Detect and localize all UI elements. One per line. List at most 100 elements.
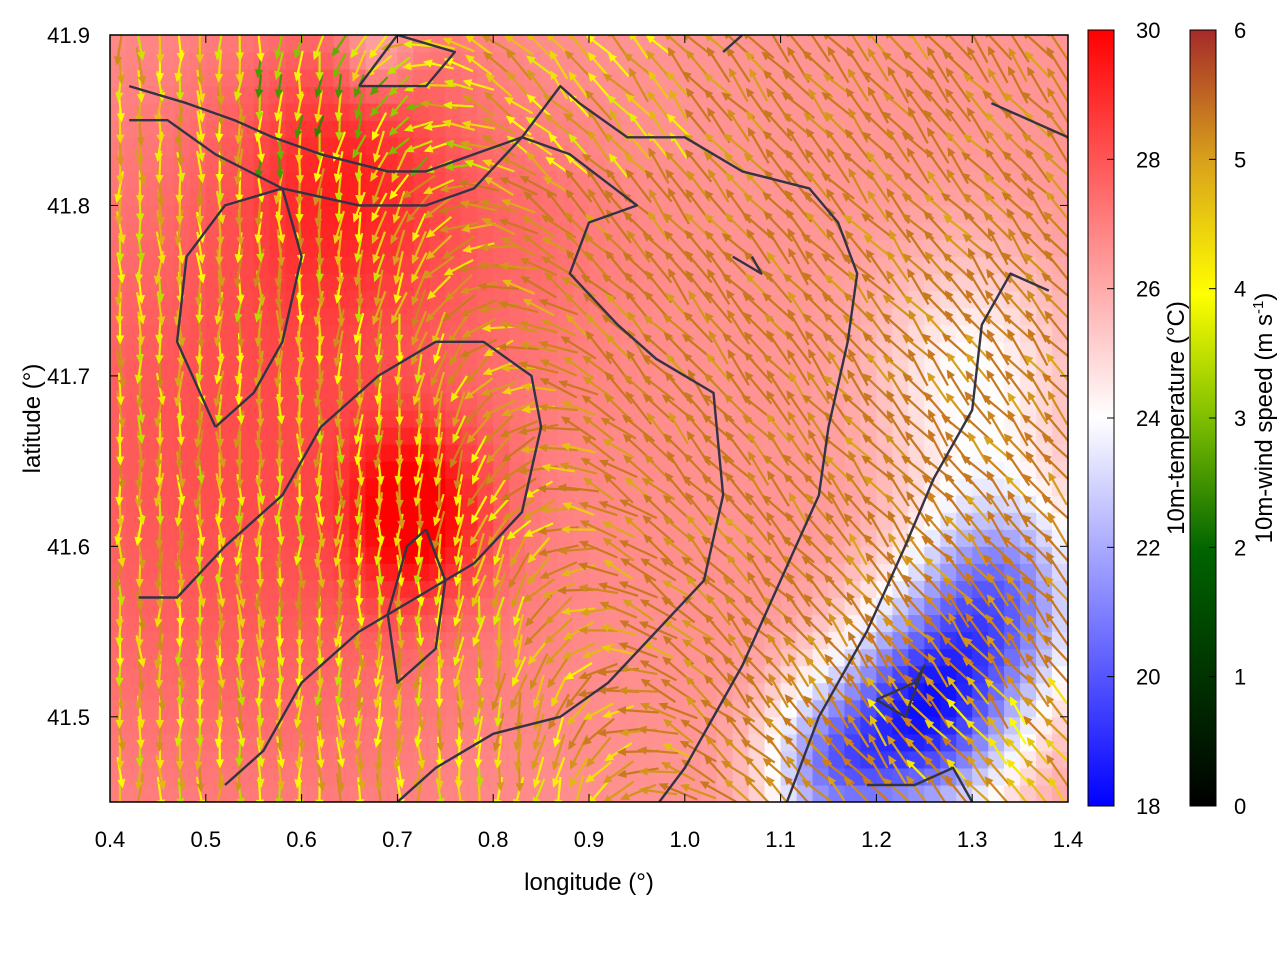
heatmap-cell <box>461 461 478 479</box>
heatmap-cell <box>397 375 414 394</box>
heatmap-cell <box>301 171 319 189</box>
heatmap-cell <box>221 614 239 633</box>
heatmap-cell <box>972 103 989 121</box>
heatmap-cell <box>141 154 159 172</box>
heatmap-cell <box>157 665 175 684</box>
heatmap-cell <box>988 120 1005 138</box>
heatmap-cell <box>253 699 271 718</box>
heatmap-cell <box>237 580 255 598</box>
heatmap-cell <box>684 682 702 701</box>
heatmap-cell <box>221 205 239 223</box>
heatmap-cell <box>573 324 590 343</box>
heatmap-cell <box>237 648 255 667</box>
heatmap-cell <box>381 495 398 513</box>
heatmap-cell <box>445 307 462 326</box>
heatmap-cell <box>221 52 239 70</box>
heatmap-cell <box>573 767 590 786</box>
heatmap-cell <box>573 52 590 70</box>
heatmap-cell <box>173 682 191 701</box>
heatmap-cell <box>940 665 957 684</box>
heatmap-cell <box>381 324 398 343</box>
heatmap-cell <box>924 375 941 394</box>
wind-arrow-head <box>115 335 125 345</box>
heatmap-cell <box>413 86 430 104</box>
heatmap-cell <box>908 120 925 138</box>
heatmap-cell <box>796 35 814 53</box>
heatmap-cell <box>349 358 367 377</box>
wind-arrow-head <box>116 760 125 770</box>
heatmap-cell <box>972 256 989 275</box>
heatmap-cell <box>684 767 702 786</box>
heatmap-cell <box>541 614 558 633</box>
heatmap-cell <box>189 580 207 598</box>
wind-arrow-head <box>157 316 166 326</box>
heatmap-cell <box>141 461 159 479</box>
wind-arrow-head <box>115 216 124 226</box>
heatmap-cell <box>301 35 319 53</box>
heatmap-cell <box>1052 427 1068 445</box>
heatmap-cell <box>732 699 750 718</box>
wind-arrow-head <box>135 479 144 490</box>
heatmap-cell <box>141 563 159 581</box>
heatmap-cell <box>573 256 590 275</box>
heatmap-cell <box>1036 137 1053 155</box>
heatmap-cell <box>429 580 446 598</box>
heatmap-cell <box>828 631 846 650</box>
heatmap-cell <box>668 410 686 428</box>
heatmap-cell <box>301 478 319 496</box>
heatmap-cell <box>509 444 526 462</box>
heatmap-cell <box>652 427 670 445</box>
heatmap-cell <box>541 324 558 343</box>
heatmap-cell <box>381 461 398 479</box>
heatmap-cell <box>1036 785 1053 802</box>
heatmap-cell <box>429 682 446 701</box>
heatmap-cell <box>253 546 271 564</box>
wind-arrow-head <box>137 559 146 570</box>
wind-arrow <box>155 412 165 447</box>
heatmap-cell <box>620 120 638 138</box>
wind-arrow-head <box>114 296 123 307</box>
heatmap-cell <box>684 580 702 598</box>
heatmap-cell <box>413 597 430 616</box>
wind-arrow-head <box>137 682 146 692</box>
heatmap-cell <box>365 222 383 241</box>
heatmap-cell <box>413 512 430 530</box>
heatmap-cell <box>110 120 127 138</box>
heatmap-cell <box>110 563 127 581</box>
wind-arrow-head <box>136 252 145 263</box>
heatmap-cell <box>1036 563 1053 581</box>
heatmap-cell <box>668 239 686 258</box>
wind-arrow-head <box>138 175 147 186</box>
heatmap-cell <box>253 682 271 701</box>
heatmap-cell <box>221 69 239 87</box>
heatmap-cell <box>110 580 127 598</box>
wind-arrow-head <box>134 701 144 711</box>
heatmap-cell <box>157 137 175 155</box>
heatmap-cell <box>509 69 526 87</box>
heatmap-cell <box>828 171 846 189</box>
heatmap-cell <box>924 154 941 172</box>
heatmap-cell <box>509 52 526 70</box>
heatmap-cell <box>908 444 925 462</box>
heatmap-cell <box>269 580 287 598</box>
heatmap-cell <box>668 392 686 411</box>
heatmap-cell <box>253 461 271 479</box>
heatmap-cell <box>1052 154 1068 172</box>
heatmap-cell <box>700 614 718 633</box>
wind-arrow-head <box>412 801 416 802</box>
heatmap-cell <box>397 427 414 445</box>
heatmap-cell <box>668 120 686 138</box>
heatmap-cell <box>972 529 989 547</box>
heatmap-cell <box>780 137 798 155</box>
heatmap-cell <box>173 35 191 53</box>
heatmap-cell <box>1020 563 1037 581</box>
heatmap-cell <box>493 239 510 258</box>
heatmap-cell <box>285 529 303 547</box>
heatmap-cell <box>317 699 335 718</box>
heatmap-cell <box>1052 529 1068 547</box>
heatmap-cell <box>477 120 494 138</box>
heatmap-cell <box>589 750 606 769</box>
heatmap-cell <box>1052 750 1068 769</box>
heatmap-cell <box>110 682 127 701</box>
heatmap-cell <box>1052 716 1068 735</box>
